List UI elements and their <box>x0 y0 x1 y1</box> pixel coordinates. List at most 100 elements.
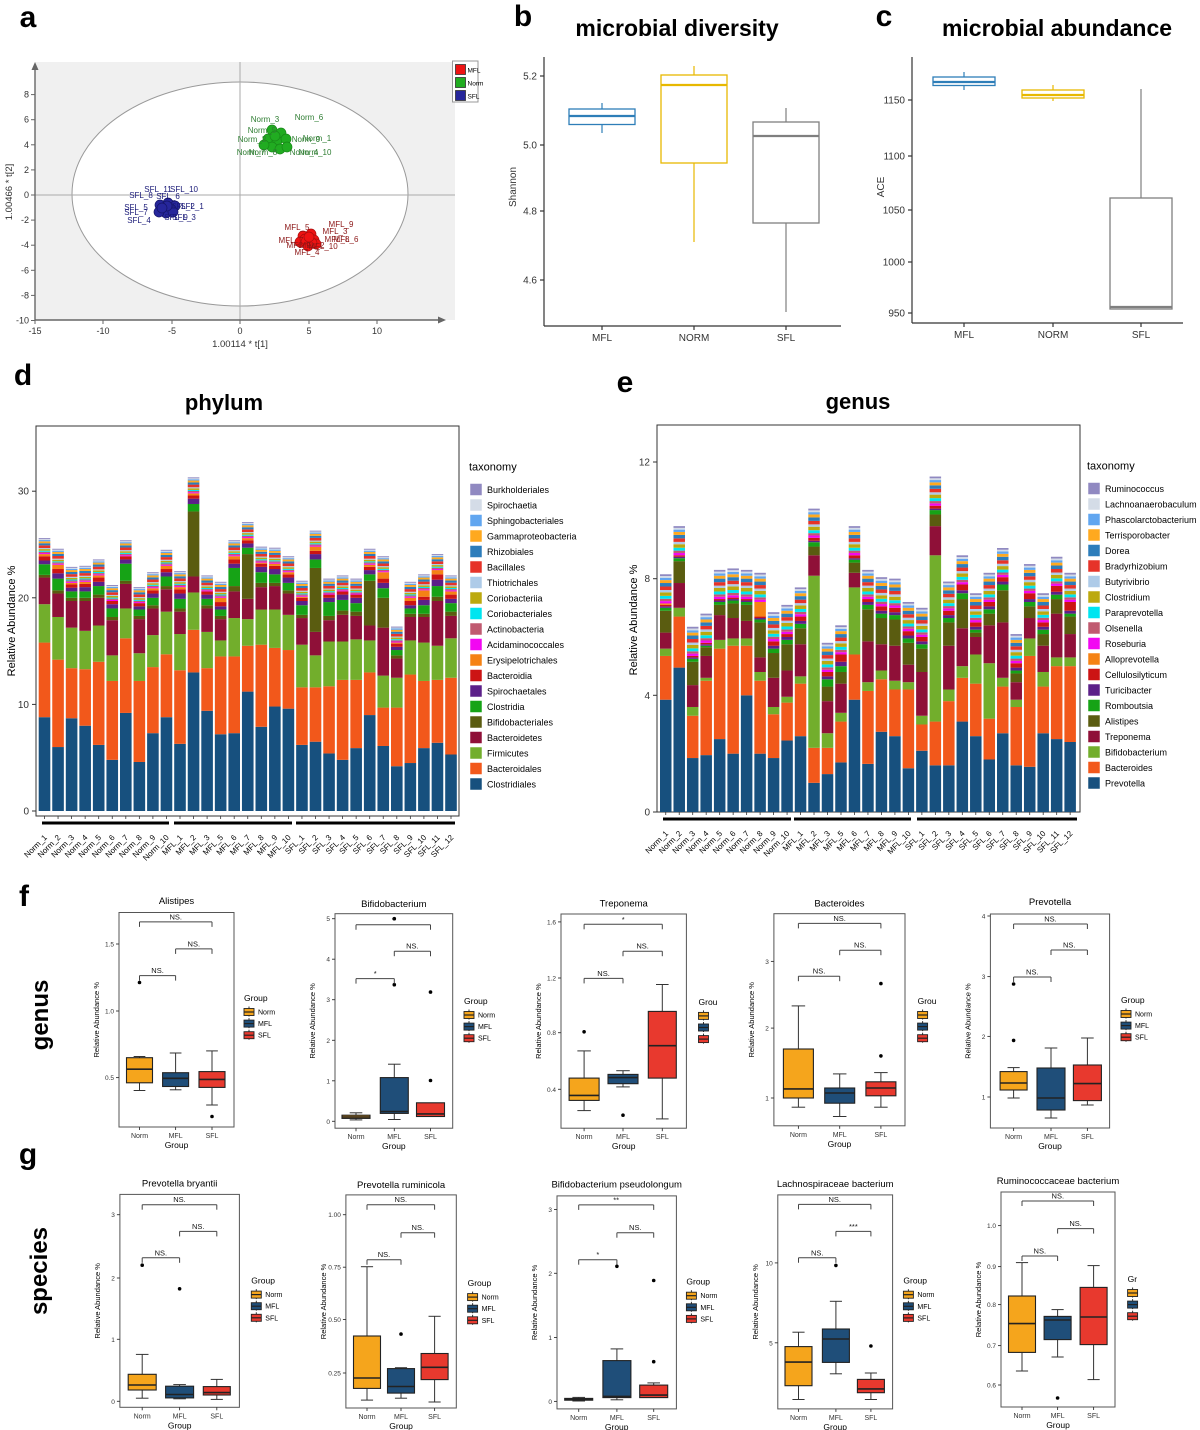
svg-text:2: 2 <box>765 1026 769 1033</box>
svg-text:SFL: SFL <box>917 1315 930 1322</box>
svg-text:3: 3 <box>982 974 986 981</box>
svg-text:SFL_4: SFL_4 <box>127 216 151 225</box>
svg-text:0.50: 0.50 <box>328 1317 341 1324</box>
svg-text:-15: -15 <box>28 326 41 336</box>
svg-text:Burkholderiales: Burkholderiales <box>487 485 550 495</box>
svg-text:SFL: SFL <box>1087 1413 1100 1420</box>
svg-text:3: 3 <box>765 959 769 966</box>
svg-text:6: 6 <box>24 115 29 125</box>
svg-text:SFL: SFL <box>468 94 480 101</box>
svg-text:SFL: SFL <box>700 1316 713 1323</box>
svg-text:Group: Group <box>686 1277 710 1287</box>
svg-text:Norm_1: Norm_1 <box>303 134 332 143</box>
svg-text:0: 0 <box>237 326 242 336</box>
svg-text:Bacteroides: Bacteroides <box>814 898 864 909</box>
svg-text:0.6: 0.6 <box>987 1383 996 1390</box>
svg-text:SFL: SFL <box>777 333 796 344</box>
svg-text:Ruminococcus: Ruminococcus <box>1105 484 1165 494</box>
svg-text:MFL: MFL <box>387 1134 401 1141</box>
svg-text:NS.: NS. <box>1034 1247 1047 1256</box>
svg-text:MFL_4: MFL_4 <box>295 248 320 257</box>
svg-text:0: 0 <box>23 807 29 818</box>
svg-text:NS.: NS. <box>828 1195 841 1204</box>
svg-text:1: 1 <box>982 1095 986 1102</box>
svg-text:MFL: MFL <box>1051 1413 1065 1420</box>
svg-text:Norm_4: Norm_4 <box>290 148 319 157</box>
svg-text:MFL_5: MFL_5 <box>285 223 310 232</box>
svg-text:Group: Group <box>168 1420 192 1430</box>
svg-text:SFL: SFL <box>864 1415 877 1422</box>
svg-text:Ruminococcaceae bacterium: Ruminococcaceae bacterium <box>997 1176 1120 1187</box>
svg-text:Norm_7: Norm_7 <box>237 148 266 157</box>
svg-text:Prevotella ruminicola: Prevotella ruminicola <box>357 1180 446 1191</box>
svg-text:Relative Abundance %: Relative Abundance % <box>974 1261 983 1337</box>
svg-text:MFL: MFL <box>917 1304 931 1311</box>
svg-text:-2: -2 <box>21 215 29 225</box>
svg-text:1: 1 <box>326 1078 330 1085</box>
svg-text:0.75: 0.75 <box>328 1265 341 1272</box>
svg-text:g: g <box>19 1138 37 1171</box>
svg-text:2: 2 <box>111 1276 115 1283</box>
svg-text:species: species <box>26 1227 53 1315</box>
svg-text:0: 0 <box>24 190 29 200</box>
svg-text:Thiotrichales: Thiotrichales <box>487 578 539 588</box>
svg-text:0.5: 0.5 <box>105 1075 114 1082</box>
svg-text:Norm: Norm <box>790 1132 807 1139</box>
svg-text:Coriobacteriales: Coriobacteriales <box>487 609 553 619</box>
svg-text:MFL: MFL <box>258 1021 272 1028</box>
svg-text:Actinobacteria: Actinobacteria <box>487 625 544 635</box>
svg-text:Spirochaetia: Spirochaetia <box>487 501 537 511</box>
svg-text:e: e <box>617 366 634 399</box>
svg-text:4: 4 <box>644 691 650 702</box>
svg-text:SFL: SFL <box>647 1415 660 1422</box>
svg-text:0.7: 0.7 <box>987 1343 996 1350</box>
svg-text:Group: Group <box>251 1276 275 1286</box>
svg-text:Norm_9: Norm_9 <box>292 135 321 144</box>
svg-text:Group: Group <box>464 996 488 1006</box>
svg-text:Norm_3: Norm_3 <box>251 115 280 124</box>
svg-text:Norm_5: Norm_5 <box>248 126 277 135</box>
svg-text:Relative Abundance %: Relative Abundance % <box>751 1264 760 1340</box>
svg-text:Relative Abundance %: Relative Abundance % <box>308 983 317 1059</box>
svg-text:f: f <box>19 880 30 913</box>
svg-text:SFL_9: SFL_9 <box>164 213 188 222</box>
svg-text:MFL_3: MFL_3 <box>323 227 348 236</box>
svg-text:NS.: NS. <box>395 1195 408 1204</box>
svg-text:NS.: NS. <box>1026 968 1039 977</box>
svg-text:taxonomy: taxonomy <box>469 462 517 474</box>
svg-text:b: b <box>514 0 532 33</box>
svg-text:Bacteroidales: Bacteroidales <box>487 764 542 774</box>
svg-text:Norm: Norm <box>347 1134 364 1141</box>
svg-text:Alistipes: Alistipes <box>1105 717 1139 727</box>
svg-text:SFL: SFL <box>1081 1134 1094 1141</box>
svg-text:Paraprevotella: Paraprevotella <box>1105 608 1163 618</box>
svg-text:MFL: MFL <box>616 1134 630 1141</box>
svg-text:Relative Abundance %: Relative Abundance % <box>534 983 543 1059</box>
svg-text:Norm_8: Norm_8 <box>249 148 278 157</box>
svg-text:Norm_6: Norm_6 <box>295 113 324 122</box>
svg-text:SFL: SFL <box>874 1132 887 1139</box>
svg-text:4: 4 <box>24 140 29 150</box>
svg-text:NS.: NS. <box>188 939 201 948</box>
svg-text:MFL: MFL <box>169 1133 183 1140</box>
svg-text:1150: 1150 <box>883 96 905 107</box>
svg-text:1.00: 1.00 <box>328 1212 341 1219</box>
svg-text:3: 3 <box>548 1207 552 1214</box>
svg-text:Bifidobacterium pseudolongum: Bifidobacterium pseudolongum <box>551 1179 682 1190</box>
svg-text:Group: Group <box>903 1276 927 1286</box>
svg-text:1.2: 1.2 <box>547 976 556 983</box>
svg-text:Rhizobiales: Rhizobiales <box>487 547 534 557</box>
svg-text:NS.: NS. <box>1063 941 1076 950</box>
svg-text:NS.: NS. <box>412 1223 425 1232</box>
svg-text:MFL_7: MFL_7 <box>279 236 304 245</box>
svg-text:phylum: phylum <box>185 390 263 415</box>
svg-text:0: 0 <box>548 1399 552 1406</box>
svg-text:Bacteroides: Bacteroides <box>1105 763 1153 773</box>
svg-text:2: 2 <box>24 165 29 175</box>
svg-text:NS.: NS. <box>192 1222 205 1231</box>
svg-text:NS.: NS. <box>811 1248 824 1257</box>
svg-text:Coriobacteriia: Coriobacteriia <box>487 594 543 604</box>
svg-text:Alistipes: Alistipes <box>159 896 195 907</box>
svg-text:SFL_6: SFL_6 <box>156 192 180 201</box>
svg-text:MFL: MFL <box>482 1306 496 1313</box>
